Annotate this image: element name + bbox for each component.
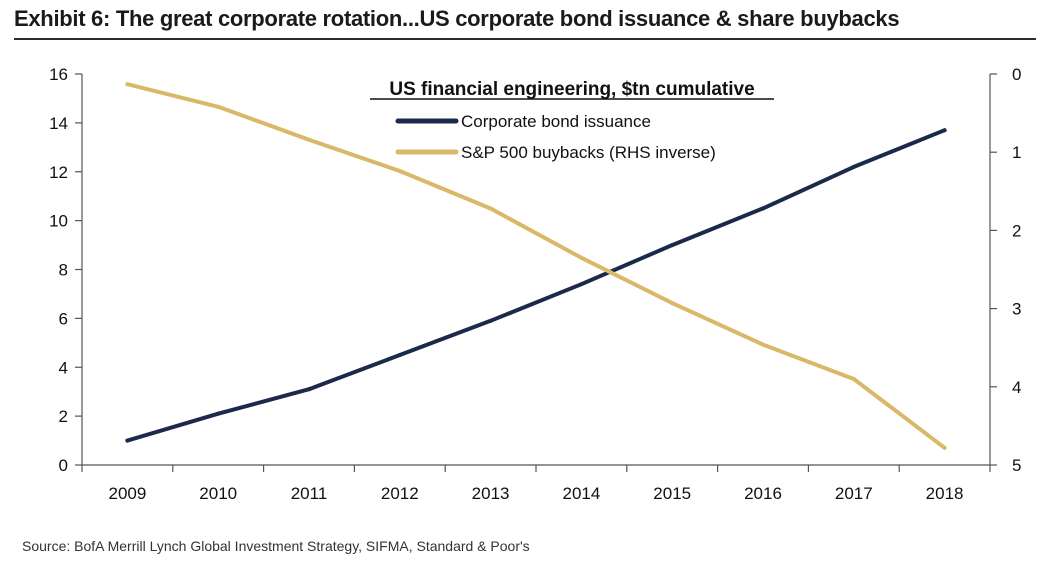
x-tick-label: 2018 [926, 484, 964, 503]
left-tick-label: 14 [49, 114, 68, 133]
right-tick-label: 4 [1012, 378, 1021, 397]
data-point-bond-issuance [488, 318, 493, 323]
exhibit-title: Exhibit 6: The great corporate rotation.… [14, 6, 900, 31]
left-tick-label: 16 [49, 65, 68, 84]
x-tick-label: 2015 [653, 484, 691, 503]
data-point-buybacks [942, 445, 947, 450]
data-point-buybacks [761, 342, 765, 347]
data-point-bond-issuance [397, 353, 402, 358]
left-tick-label: 8 [59, 261, 68, 280]
data-point-buybacks [397, 168, 402, 173]
data-point-buybacks [216, 104, 221, 109]
x-tick-label: 2011 [291, 484, 328, 503]
x-tick-label: 2010 [199, 484, 237, 503]
x-tick-label: 2013 [472, 484, 510, 503]
x-tick-label: 2014 [562, 484, 600, 503]
x-tick-label: 2012 [381, 484, 419, 503]
right-tick-label: 1 [1012, 143, 1021, 162]
source-note: Source: BofA Merrill Lynch Global Invest… [22, 538, 530, 554]
right-tick-label: 0 [1012, 65, 1021, 84]
left-tick-label: 10 [49, 212, 68, 231]
left-tick-label: 2 [59, 407, 68, 426]
left-tick-label: 4 [59, 358, 68, 377]
x-tick-label: 2017 [835, 484, 873, 503]
title-divider [14, 38, 1036, 40]
chart-title: US financial engineering, $tn cumulative [389, 79, 754, 100]
left-tick-label: 0 [59, 456, 68, 475]
data-point-bond-issuance [216, 411, 221, 416]
left-tick-label: 12 [49, 163, 68, 182]
data-point-bond-issuance [851, 164, 856, 169]
right-tick-label: 5 [1012, 456, 1021, 475]
series-line-buybacks [125, 82, 947, 450]
data-point-buybacks [851, 376, 856, 381]
data-point-bond-issuance [579, 282, 584, 287]
series-line-bond-issuance [125, 128, 947, 443]
data-point-bond-issuance [670, 243, 675, 248]
data-point-bond-issuance [125, 438, 130, 443]
data-point-bond-issuance [307, 387, 311, 392]
data-point-buybacks [488, 206, 493, 211]
legend-label-bond: Corporate bond issuance [461, 112, 651, 131]
data-point-buybacks [125, 82, 130, 87]
x-tick-label: 2016 [744, 484, 782, 503]
left-tick-label: 6 [59, 309, 68, 328]
right-tick-label: 3 [1012, 300, 1021, 319]
data-point-bond-issuance [942, 128, 947, 133]
legend-label-buybacks: S&P 500 buybacks (RHS inverse) [461, 143, 716, 162]
data-point-buybacks [579, 255, 584, 260]
x-tick-label: 2009 [108, 484, 146, 503]
right-tick-label: 2 [1012, 221, 1021, 240]
data-point-buybacks [307, 137, 311, 142]
data-point-bond-issuance [761, 206, 765, 211]
data-point-buybacks [670, 301, 675, 306]
